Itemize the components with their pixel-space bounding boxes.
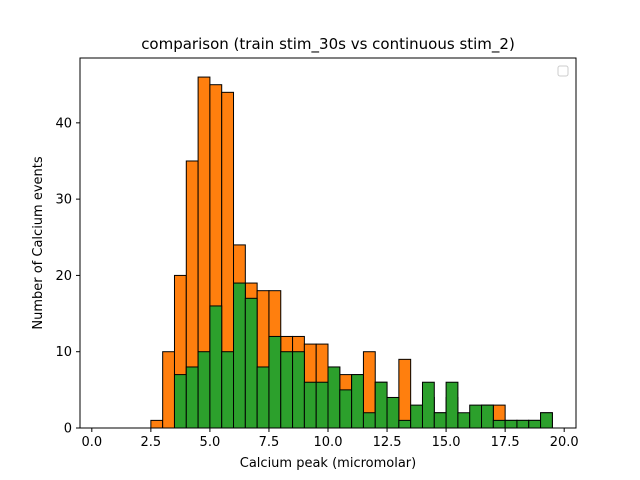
x-tick-label: 10.0 [314,435,343,450]
histogram-bar-series-2 [315,381,329,429]
histogram-bar-series-2 [256,366,270,429]
histogram-bar-series-1 [150,419,164,429]
histogram-bar-series-2 [244,297,258,429]
histogram-bar-series-2 [457,412,471,429]
histogram-bar-series-1 [162,351,175,429]
histogram-bar-series-2 [209,305,223,429]
histogram-bar-series-2 [528,419,542,429]
x-tick-label: 17.5 [491,435,520,450]
histogram-bar-series-2 [173,374,187,429]
histogram-bar-series-2 [197,351,211,429]
histogram-bar-series-2 [469,404,483,429]
histogram-bar-series-2 [433,412,447,429]
histogram-bar-series-2 [339,389,353,429]
histogram-bar-series-2 [410,404,423,429]
histogram-bar-series-2 [398,419,412,429]
histogram-bar-series-2 [516,419,530,429]
histogram-bar-series-2 [221,351,235,429]
x-tick-label: 20.0 [550,435,579,450]
histogram-bar-series-2 [280,351,294,429]
x-tick-label: 0.0 [81,435,102,450]
histogram-bar-series-2 [233,282,246,429]
x-axis-label: Calcium peak (micromolar) [240,456,416,471]
plot-area: 0.0 2.5 5.0 7.5 10.0 12.5 15.0 17.5 20.0 0 10 20 30 4… [55,57,579,450]
x-tick-label: 2.5 [141,435,162,450]
histogram-bar-series-2 [303,381,317,429]
y-tick-label: 10 [55,345,72,360]
axes-frame [79,57,577,429]
histogram-bar-series-2 [327,366,341,429]
x-tick-label: 12.5 [373,435,402,450]
histogram-bar-series-2 [374,381,388,429]
histogram-bar-series-2 [351,374,364,429]
histogram-bar-series-2 [268,335,282,429]
histogram-bar-series-2 [185,366,199,429]
legend-box [557,65,569,77]
histogram-bar-series-2 [362,412,376,429]
chart-title: comparison (train stim_30s vs continuous… [141,35,515,54]
ticks-layer: 0.0 2.5 5.0 7.5 10.0 12.5 15.0 17.5 20.0 0 10 20 30 4… [55,116,578,450]
histogram-bar-series-1 [398,358,412,429]
x-tick-label: 5.0 [200,435,221,450]
histogram-bar-series-2 [481,404,494,429]
histogram-bar-series-2 [445,381,459,429]
histogram-bar-series-2 [492,419,506,429]
x-tick-label: 15.0 [432,435,461,450]
y-tick-label: 0 [64,422,72,437]
histogram-bar-series-2 [292,351,305,429]
y-tick-label: 20 [55,269,72,284]
histogram-bar-series-2 [504,419,518,429]
histogram-bar-series-2 [540,412,553,429]
histogram-bar-series-2 [421,381,435,429]
y-tick-label: 30 [55,193,72,208]
histogram-bar-series-2 [386,396,400,429]
y-tick-label: 40 [55,116,72,131]
y-axis-label: Number of Calcium events [31,156,46,329]
x-tick-label: 7.5 [259,435,280,450]
